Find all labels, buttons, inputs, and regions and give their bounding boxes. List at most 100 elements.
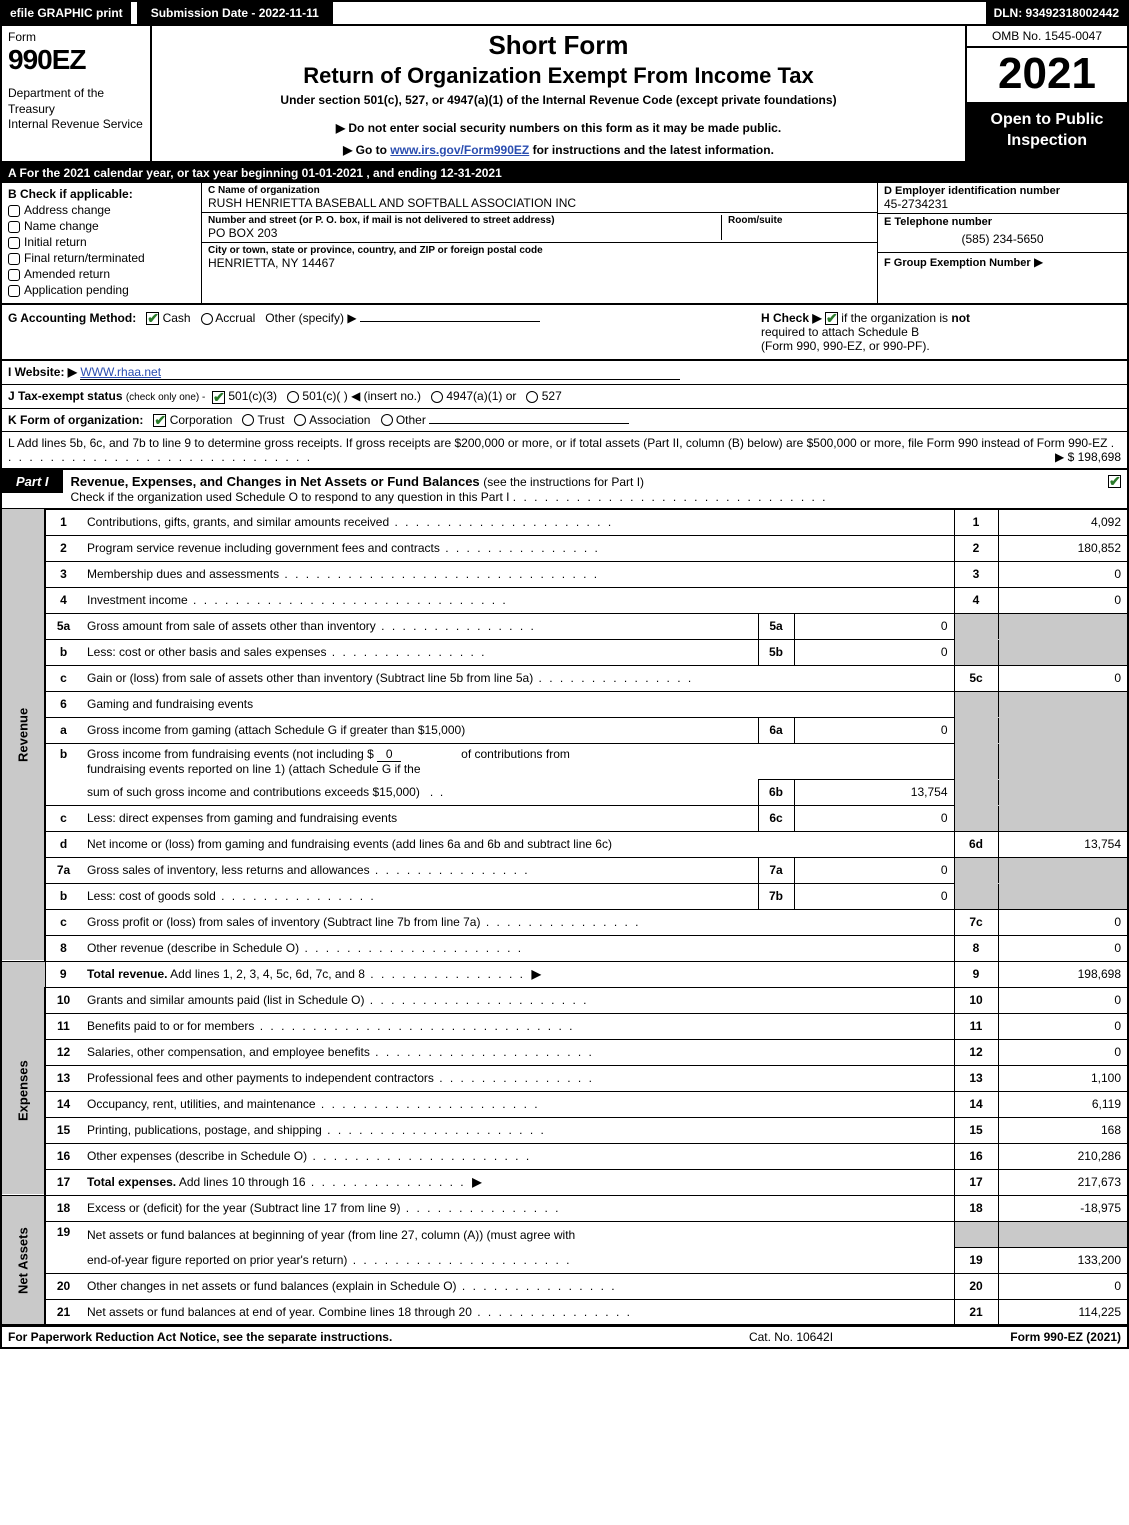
- line-text: Gross income from fundraising events (no…: [87, 747, 374, 761]
- top-bar: efile GRAPHIC print Submission Date - 20…: [0, 0, 1129, 26]
- part-1-check-line: Check if the organization used Schedule …: [71, 490, 828, 504]
- goto-suffix: for instructions and the latest informat…: [529, 143, 774, 157]
- org-name-value: RUSH HENRIETTA BASEBALL AND SOFTBALL ASS…: [208, 196, 871, 210]
- lineno: c: [45, 805, 81, 831]
- table-row: 7a Gross sales of inventory, less return…: [1, 857, 1128, 883]
- radio-4947[interactable]: [431, 391, 443, 403]
- dots-icon: [326, 645, 486, 659]
- dots-icon: [216, 889, 376, 903]
- lineno: 1: [45, 509, 81, 535]
- line-desc: Gain or (loss) from sale of assets other…: [81, 665, 954, 691]
- box-no: 11: [954, 1013, 998, 1039]
- box-no: 10: [954, 987, 998, 1013]
- org-name-row: C Name of organization RUSH HENRIETTA BA…: [202, 183, 877, 213]
- dots-icon: [389, 515, 613, 529]
- check-final-return[interactable]: Final return/terminated: [8, 251, 195, 265]
- line-desc: end-of-year figure reported on prior yea…: [81, 1247, 954, 1273]
- line-desc: Gross profit or (loss) from sales of inv…: [81, 909, 954, 935]
- check-initial-return[interactable]: Initial return: [8, 235, 195, 249]
- check-initial-return-label: Initial return: [24, 235, 87, 249]
- line-desc: Gaming and fundraising events: [81, 691, 954, 717]
- dots-icon: [322, 1123, 546, 1137]
- footer-left: For Paperwork Reduction Act Notice, see …: [8, 1330, 661, 1344]
- goto-prefix: ▶ Go to: [343, 143, 390, 157]
- street-row: Number and street (or P. O. box, if mail…: [202, 213, 877, 243]
- box-b: B Check if applicable: Address change Na…: [2, 183, 202, 303]
- checkbox-schedule-o[interactable]: [1108, 475, 1121, 488]
- radio-501c[interactable]: [287, 391, 299, 403]
- radio-association[interactable]: [294, 414, 306, 426]
- table-row: b Less: cost or other basis and sales ex…: [1, 639, 1128, 665]
- sub-no: 6c: [758, 805, 794, 831]
- part-1-table: Revenue 1 Contributions, gifts, grants, …: [0, 509, 1129, 1327]
- line-text: Excess or (deficit) for the year (Subtra…: [87, 1201, 400, 1215]
- dots-icon: [472, 1305, 632, 1319]
- box-h: H Check ▶ if the organization is not req…: [761, 311, 1121, 353]
- table-row: 9 Total revenue. Total revenue. Add line…: [1, 961, 1128, 987]
- lineno: b: [45, 743, 81, 805]
- lineno: 5a: [45, 613, 81, 639]
- part-1-header: Part I Revenue, Expenses, and Changes in…: [0, 470, 1129, 509]
- part-1-title-text: Revenue, Expenses, and Changes in Net As…: [71, 474, 480, 489]
- checkbox-cash[interactable]: [146, 312, 159, 325]
- goto-link[interactable]: www.irs.gov/Form990EZ: [390, 143, 529, 157]
- dots-icon: [299, 941, 523, 955]
- sub-no: 5b: [758, 639, 794, 665]
- checkbox-h[interactable]: [825, 312, 838, 325]
- under-section-text: Under section 501(c), 527, or 4947(a)(1)…: [158, 93, 959, 107]
- city-label: City or town, state or province, country…: [208, 245, 543, 256]
- sub-no: 6a: [758, 717, 794, 743]
- website-link[interactable]: WWW.rhaa.net: [80, 365, 680, 380]
- dots-icon: [480, 915, 640, 929]
- h-text-1: if the organization is: [841, 311, 948, 325]
- radio-accrual[interactable]: [201, 313, 213, 325]
- line-text: Professional fees and other payments to …: [87, 1071, 434, 1085]
- footer-form-bold: 990-EZ: [1044, 1330, 1083, 1344]
- radio-other-org[interactable]: [381, 414, 393, 426]
- part-1-title: Revenue, Expenses, and Changes in Net As…: [63, 470, 1102, 508]
- checkbox-501c3[interactable]: [212, 391, 225, 404]
- shaded-cell: [998, 639, 1128, 665]
- phone-value: (585) 234-5650: [884, 228, 1121, 250]
- sub-val: 0: [794, 717, 954, 743]
- dots-icon: [306, 1175, 466, 1189]
- check-application-pending[interactable]: Application pending: [8, 283, 195, 297]
- line-text: Less: cost or other basis and sales expe…: [87, 645, 326, 659]
- table-row: 4 Investment income 4 0: [1, 587, 1128, 613]
- box-val: 0: [998, 561, 1128, 587]
- line-desc: Less: cost of goods sold: [81, 883, 758, 909]
- dots-icon: [370, 1045, 594, 1059]
- checkbox-corporation[interactable]: [153, 414, 166, 427]
- cash-label: Cash: [163, 311, 191, 325]
- line-desc: Benefits paid to or for members: [81, 1013, 954, 1039]
- lineno: 18: [45, 1195, 81, 1221]
- checkbox-icon: [8, 221, 20, 233]
- do-not-enter-text: ▶ Do not enter social security numbers o…: [158, 121, 959, 135]
- dots-icon: [347, 1253, 571, 1267]
- check-address-change[interactable]: Address change: [8, 203, 195, 217]
- check-amended-return[interactable]: Amended return: [8, 267, 195, 281]
- line-desc: Gross income from gaming (attach Schedul…: [81, 717, 758, 743]
- ein-value: 45-2734231: [884, 197, 1121, 211]
- j-sub: (check only one) -: [126, 392, 205, 403]
- shaded-cell: [998, 883, 1128, 909]
- radio-trust[interactable]: [242, 414, 254, 426]
- box-no: 1: [954, 509, 998, 535]
- line-desc: Less: direct expenses from gaming and fu…: [81, 805, 758, 831]
- line-text: Less: cost of goods sold: [87, 889, 216, 903]
- sidelabel-revenue: Revenue: [1, 509, 45, 961]
- lineno: 14: [45, 1091, 81, 1117]
- h-not: not: [951, 311, 970, 325]
- radio-527[interactable]: [526, 391, 538, 403]
- table-row: b Gross income from fundraising events (…: [1, 743, 1128, 779]
- check-name-change[interactable]: Name change: [8, 219, 195, 233]
- table-row: Net Assets 18 Excess or (deficit) for th…: [1, 1195, 1128, 1221]
- line-desc: Printing, publications, postage, and shi…: [81, 1117, 954, 1143]
- box-no: 12: [954, 1039, 998, 1065]
- line-text: Gross sales of inventory, less returns a…: [87, 863, 370, 877]
- line-desc: Salaries, other compensation, and employ…: [81, 1039, 954, 1065]
- city-row: City or town, state or province, country…: [202, 243, 877, 303]
- shaded-cell: [998, 779, 1128, 805]
- line-desc: Net income or (loss) from gaming and fun…: [81, 831, 954, 857]
- dots-icon: [400, 1201, 560, 1215]
